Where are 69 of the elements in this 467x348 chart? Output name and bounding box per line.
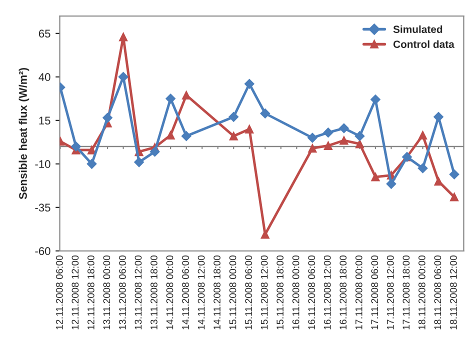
point	[166, 130, 175, 140]
point	[434, 176, 443, 186]
point	[308, 144, 317, 153]
point	[87, 146, 96, 154]
point	[260, 108, 270, 118]
x-tick-label: 13.11.2008 18:00	[150, 255, 158, 330]
point	[71, 142, 81, 152]
x-tick-label: 15.11.2008 12:00	[260, 255, 268, 330]
x-tick-label: 12.11.2008 06:00	[56, 255, 63, 330]
y-axis-title: Sensible heat flux (W/m²)	[18, 68, 30, 200]
point	[307, 132, 318, 143]
point	[166, 94, 176, 104]
x-tick-label: 18.11.2008 00:00	[418, 255, 426, 330]
x-tick-label: 15.11.2008 06:00	[245, 255, 252, 330]
x-tick-label: 13.11.2008 00:00	[103, 255, 110, 330]
y-tick-label: 65	[38, 30, 50, 38]
point	[181, 131, 192, 142]
point	[102, 112, 112, 123]
point	[434, 112, 444, 122]
x-tick-label: 17.11.2008 18:00	[402, 255, 410, 330]
x-tick-label: 14.11.2008 12:00	[198, 255, 205, 330]
x-tick-label: 16.11.2008 12:00	[324, 255, 331, 330]
x-tick-label: 14.11.2008 06:00	[182, 255, 189, 330]
point	[450, 192, 459, 202]
x-tick-label: 18.11.2008 06:00	[434, 255, 442, 330]
x-tick-label: 17.11.2008 06:00	[371, 255, 378, 330]
point	[244, 78, 254, 89]
point	[339, 123, 349, 134]
x-tick-label: 15.11.2008 00:00	[229, 255, 236, 330]
x-tick-label: 17.11.2008 12:00	[386, 255, 394, 330]
point	[323, 128, 334, 138]
point	[418, 130, 428, 140]
x-tick-label: 12.11.2008 18:00	[87, 255, 94, 330]
point	[245, 124, 254, 134]
point	[260, 230, 270, 239]
point	[228, 112, 239, 122]
point	[118, 72, 128, 82]
x-tick-label: 13.11.2008 12:00	[134, 255, 142, 330]
legend-label: Control data	[393, 40, 454, 48]
x-tick-label: 14.11.2008 18:00	[214, 255, 220, 330]
x-tick-label: 12.11.2008 12:00	[72, 255, 79, 330]
point	[118, 32, 128, 42]
legend-label: Simulated	[393, 25, 442, 34]
y-tick-label: -35	[35, 204, 50, 212]
point	[340, 136, 348, 145]
x-tick-label: 16.11.2008 00:00	[292, 255, 300, 330]
point	[354, 131, 365, 142]
y-tick-label: -60	[35, 247, 50, 256]
x-tick-label: 16.11.2008 18:00	[340, 255, 347, 330]
point	[418, 163, 428, 174]
point	[355, 140, 364, 148]
point	[370, 94, 380, 104]
point	[371, 172, 380, 182]
x-tick-label: 18.11.2008 12:00	[450, 255, 457, 330]
y-tick-label: 40	[38, 73, 50, 82]
point	[150, 146, 160, 157]
x-tick-label: 16.11.2008 06:00	[308, 255, 316, 330]
y-tick-label: -10	[35, 160, 50, 168]
x-tick-label: 14.11.2008 00:00	[166, 255, 174, 330]
point	[229, 132, 238, 140]
y-tick-label: 15	[39, 116, 50, 125]
point	[386, 178, 396, 189]
point	[324, 141, 333, 150]
x-tick-label: 15.11.2008 18:00	[276, 255, 284, 330]
point	[134, 157, 144, 168]
x-tick-label: 17.11.2008 00:00	[355, 255, 362, 330]
point	[86, 158, 97, 169]
x-tick-label: 13.11.2008 06:00	[119, 255, 126, 330]
point	[449, 169, 460, 180]
